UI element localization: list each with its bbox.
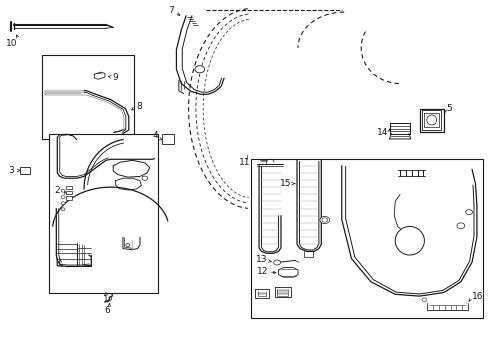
- Circle shape: [456, 223, 464, 229]
- Bar: [65, 197, 72, 200]
- Text: 10: 10: [6, 39, 18, 48]
- Circle shape: [195, 66, 204, 73]
- Ellipse shape: [394, 226, 424, 255]
- Circle shape: [319, 216, 329, 224]
- Bar: [20, 167, 30, 174]
- Circle shape: [273, 260, 280, 265]
- Circle shape: [61, 202, 65, 204]
- Text: 2: 2: [54, 186, 60, 195]
- Text: 11: 11: [238, 158, 250, 167]
- Text: 14: 14: [376, 129, 387, 138]
- Bar: [65, 186, 72, 189]
- Text: 12: 12: [256, 267, 267, 276]
- Text: 16: 16: [471, 292, 483, 301]
- Circle shape: [465, 210, 471, 215]
- Ellipse shape: [426, 115, 436, 125]
- Circle shape: [321, 218, 327, 222]
- Text: 9: 9: [112, 73, 118, 82]
- Text: 15: 15: [279, 179, 290, 188]
- Circle shape: [61, 196, 65, 199]
- Text: 1: 1: [103, 295, 108, 304]
- Circle shape: [61, 208, 65, 211]
- Text: 6: 6: [104, 306, 110, 315]
- Text: 5: 5: [446, 104, 451, 113]
- Circle shape: [125, 244, 129, 247]
- Text: 4: 4: [153, 131, 158, 140]
- Bar: [65, 191, 72, 194]
- Circle shape: [61, 189, 65, 192]
- Circle shape: [142, 176, 147, 180]
- Circle shape: [421, 298, 426, 301]
- Bar: [162, 134, 174, 144]
- Text: 3: 3: [8, 166, 14, 175]
- Bar: [41, 55, 134, 139]
- Text: 7: 7: [168, 6, 174, 15]
- Text: 13: 13: [256, 255, 267, 264]
- Bar: [49, 134, 158, 293]
- Bar: [250, 158, 482, 318]
- Text: 8: 8: [136, 102, 142, 111]
